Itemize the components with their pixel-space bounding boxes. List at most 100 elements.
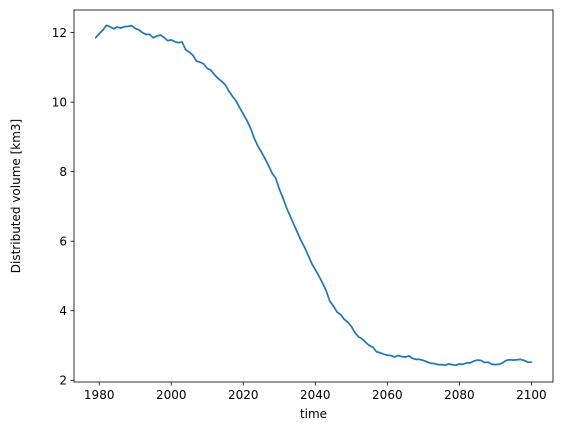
data-point	[109, 25, 111, 28]
data-point	[494, 363, 497, 366]
data-point	[321, 282, 324, 284]
data-point	[386, 354, 389, 357]
data-point	[112, 27, 115, 30]
data-point	[159, 34, 162, 36]
data-point	[141, 31, 144, 34]
y-tick-label: 10	[52, 95, 67, 109]
data-point	[300, 239, 302, 241]
data-point	[433, 362, 435, 365]
data-point	[314, 268, 317, 271]
data-point	[519, 358, 522, 361]
x-tick-label: 2040	[300, 388, 331, 402]
data-point	[501, 362, 504, 364]
data-point	[217, 77, 219, 80]
data-point	[469, 362, 471, 364]
data-point	[458, 363, 461, 365]
data-point	[361, 338, 363, 340]
data-point	[436, 363, 439, 366]
data-point	[130, 24, 133, 27]
data-point	[426, 361, 428, 363]
data-point	[195, 60, 198, 62]
data-point	[249, 127, 252, 129]
data-point	[472, 360, 475, 362]
data-point	[490, 363, 493, 366]
data-point	[483, 361, 486, 364]
data-point	[274, 177, 277, 180]
data-point	[238, 106, 241, 109]
x-tick-label: 2080	[444, 388, 475, 402]
x-tick-label: 2100	[516, 388, 547, 402]
x-tick-label: 2060	[372, 388, 403, 402]
data-point	[94, 37, 97, 39]
data-point	[184, 48, 187, 51]
data-point	[228, 90, 230, 92]
data-point	[181, 41, 183, 43]
data-point	[120, 27, 122, 29]
data-point	[174, 40, 176, 43]
data-point	[224, 83, 227, 86]
data-point	[199, 61, 201, 63]
data-point	[116, 26, 119, 28]
x-axis-label: time	[300, 407, 327, 421]
data-point	[296, 231, 299, 233]
data-point	[105, 24, 108, 27]
data-point	[213, 73, 216, 76]
data-point	[188, 51, 191, 53]
data-point	[350, 325, 353, 328]
data-point	[498, 363, 500, 366]
data-point	[465, 362, 468, 364]
data-point	[397, 354, 399, 357]
data-point	[170, 39, 173, 41]
data-point	[429, 362, 432, 365]
data-point	[256, 144, 259, 147]
data-point	[134, 27, 137, 30]
data-point	[148, 33, 151, 36]
data-point	[404, 356, 407, 358]
data-point	[523, 359, 525, 362]
data-point	[447, 363, 450, 365]
data-point	[444, 364, 446, 367]
data-point	[339, 313, 342, 316]
x-tick-label: 2000	[156, 388, 187, 402]
data-point	[372, 346, 374, 349]
data-point	[476, 359, 479, 361]
data-point	[440, 363, 443, 366]
data-point	[231, 95, 234, 98]
y-tick-label: 12	[52, 26, 67, 40]
data-point	[382, 353, 385, 355]
data-point	[393, 356, 396, 358]
data-point	[451, 363, 453, 366]
data-point	[264, 157, 266, 160]
data-point	[336, 310, 338, 313]
data-point	[310, 262, 313, 265]
data-point	[282, 196, 284, 199]
data-point	[210, 69, 212, 71]
data-point	[332, 305, 335, 307]
data-point	[422, 359, 425, 362]
data-point	[379, 352, 381, 354]
data-point	[166, 39, 169, 42]
data-point	[462, 363, 464, 366]
data-point	[246, 119, 248, 122]
data-point	[163, 36, 165, 39]
data-point	[253, 137, 255, 139]
data-point	[390, 354, 392, 357]
x-axis-ticks: 1980 2000 2020 2040 2060 2080 2100	[84, 382, 547, 402]
data-point	[526, 361, 529, 363]
data-point	[343, 318, 345, 320]
data-point	[368, 344, 371, 347]
data-point	[102, 29, 104, 31]
data-point	[408, 355, 410, 357]
data-point	[206, 67, 209, 70]
data-point	[364, 341, 367, 344]
plot-area	[94, 24, 533, 367]
y-tick-label: 4	[59, 304, 67, 318]
data-point	[400, 355, 403, 358]
x-tick-label: 2020	[228, 388, 259, 402]
data-point	[454, 364, 457, 367]
data-point	[177, 41, 180, 44]
data-point	[278, 188, 281, 190]
data-point	[318, 275, 320, 277]
